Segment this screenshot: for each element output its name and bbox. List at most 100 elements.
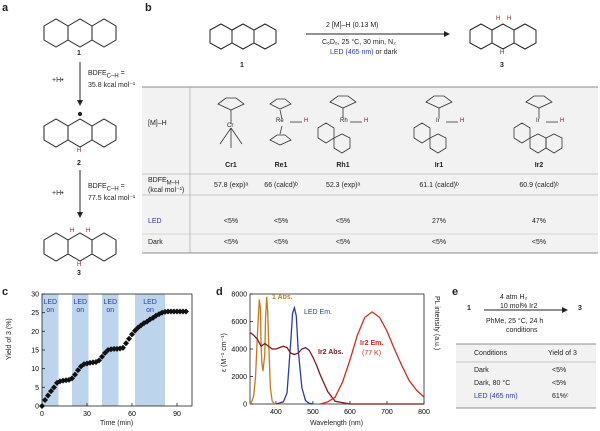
series-ir2-em-line xyxy=(320,311,425,405)
data-point xyxy=(102,349,108,356)
data-point xyxy=(57,378,63,385)
y-tick-label: 30 xyxy=(31,292,39,299)
catalyst-cr1: Cr1 xyxy=(225,162,237,169)
rh-atom: Rh xyxy=(340,118,348,124)
spectra-chart: 0 2000 4000 6000 8000 400 500 600 700 800 xyxy=(231,292,430,417)
bdfe-cr1: 57.8 (exp)ᵃ xyxy=(213,182,249,189)
led-on-label: LED xyxy=(103,299,117,306)
re-atom: Re xyxy=(276,118,284,124)
e-cond2: conditions xyxy=(506,327,538,334)
led-rh1: <5% xyxy=(335,218,351,225)
catalyst-re1: Re1 xyxy=(274,162,288,169)
e-row3-cond: LED (465 nm) xyxy=(474,393,518,400)
data-point xyxy=(123,340,129,347)
e-row2-cond: Dark, 80 °C xyxy=(474,380,511,387)
h-atom-3a: H xyxy=(70,228,75,234)
bdfe-re1: 66 (calcd)ᵇ xyxy=(264,182,298,189)
series-led-em-line xyxy=(275,305,314,405)
y-tick-label: 20 xyxy=(31,329,39,336)
y-tick-label: 4000 xyxy=(231,347,247,354)
led-re1: <5% xyxy=(273,218,289,225)
data-point xyxy=(126,335,132,342)
bdfe-2-value: 77.5 kcal mol⁻¹ xyxy=(88,195,136,202)
x-tick-label: 0 xyxy=(40,411,44,418)
e-reagent-top: 4 atm H₂ xyxy=(500,294,528,301)
panel-a-label: a xyxy=(2,2,9,14)
product-h-bottom: H xyxy=(500,50,505,56)
led-on-label: LED xyxy=(143,299,157,306)
data-point xyxy=(147,316,153,323)
dark-re1: <5% xyxy=(273,239,289,246)
data-point xyxy=(72,371,78,378)
data-point xyxy=(120,344,126,351)
anthracene-1 xyxy=(43,18,117,48)
e-row1-cond: Dark xyxy=(474,367,489,374)
e-product: 3 xyxy=(578,305,582,312)
e-col-yield: Yield of 3 xyxy=(548,350,577,357)
start-label-1: 1 xyxy=(240,62,244,69)
data-point xyxy=(96,357,102,364)
panel-b-label: b xyxy=(145,2,152,14)
data-point xyxy=(45,392,51,399)
led-row-label: LED xyxy=(148,218,162,225)
catalyst-ir2: Ir2 xyxy=(534,162,544,169)
led-on-label: LED xyxy=(73,299,87,306)
radical-2 xyxy=(43,111,117,148)
x-tick-label: 500 xyxy=(307,409,319,416)
led-ir2: 47% xyxy=(531,218,546,225)
y-tick-label: 15 xyxy=(31,348,39,355)
data-point xyxy=(63,377,69,384)
chart-d-xlabel: Wavelength (nm) xyxy=(310,420,364,427)
dark-ir2: <5% xyxy=(531,239,547,246)
x-tick-label: 700 xyxy=(381,409,393,416)
ir1-h-atom: H xyxy=(460,118,465,124)
y-tick-label: 2000 xyxy=(231,374,247,381)
ir1-atom: Ir xyxy=(436,118,440,124)
x-tick-label: 90 xyxy=(173,411,181,418)
bdfe-1-value: 35.8 kcal mol⁻¹ xyxy=(88,82,136,89)
x-tick-label: 400 xyxy=(270,409,282,416)
bdfe-ir2: 60.9 (calcd)ᵇ xyxy=(519,182,559,189)
h-atom-2: H xyxy=(77,148,82,154)
chart-c-xlabel: Time (min) xyxy=(100,420,134,427)
label-ir2-abs: Ir2 Abs. xyxy=(318,349,344,356)
e-start: 1 xyxy=(467,305,471,312)
bdfe-row-label: BDFEM–H xyxy=(148,177,180,187)
h-radical-add-1: +H• xyxy=(52,77,64,84)
y-tick-label: 25 xyxy=(31,310,39,317)
bdfe-rh1: 52.3 (exp)ᵃ xyxy=(325,182,361,189)
data-point xyxy=(75,367,81,374)
data-point xyxy=(39,403,45,409)
dark-row-label: Dark xyxy=(148,239,163,246)
x-tick-label: 600 xyxy=(344,409,356,416)
panel-e-label: e xyxy=(452,286,459,298)
data-point xyxy=(99,353,105,360)
e-col-conditions: Conditions xyxy=(474,350,508,357)
product-label-3: 3 xyxy=(500,62,504,69)
data-point xyxy=(183,308,189,315)
data-point xyxy=(159,309,165,316)
h-atom-3c: H xyxy=(77,262,82,268)
h-atom-3b: H xyxy=(86,228,91,234)
compound-2-label: 2 xyxy=(77,160,81,167)
data-point xyxy=(93,358,99,365)
data-point xyxy=(48,388,54,395)
e-row1-yield: <5% xyxy=(552,367,567,374)
cr-atom: Cr xyxy=(227,123,234,129)
dark-cr1: <5% xyxy=(223,239,239,246)
data-point xyxy=(138,322,144,329)
bdfe-ir1: 61.1 (calcd)ᵇ xyxy=(419,182,459,189)
data-point xyxy=(129,331,135,338)
bdfe-2: BDFEC–H = xyxy=(88,183,125,193)
series-ir2-abs-line xyxy=(249,331,424,405)
led-on-label: on xyxy=(76,307,84,314)
h-radical-add-2: +H• xyxy=(52,190,64,197)
catalyst-rh1: Rh1 xyxy=(336,162,350,169)
light-condition: LED (465 nm) or dark xyxy=(330,49,398,56)
data-point xyxy=(141,320,147,327)
re-h-atom: H xyxy=(304,118,309,124)
rh-h-atom: H xyxy=(364,118,369,124)
led-on-label: on xyxy=(146,307,154,314)
bdfe-1: BDFEC–H = xyxy=(88,70,125,80)
e-reagent-mid: 10 mol% Ir2 xyxy=(500,303,538,310)
